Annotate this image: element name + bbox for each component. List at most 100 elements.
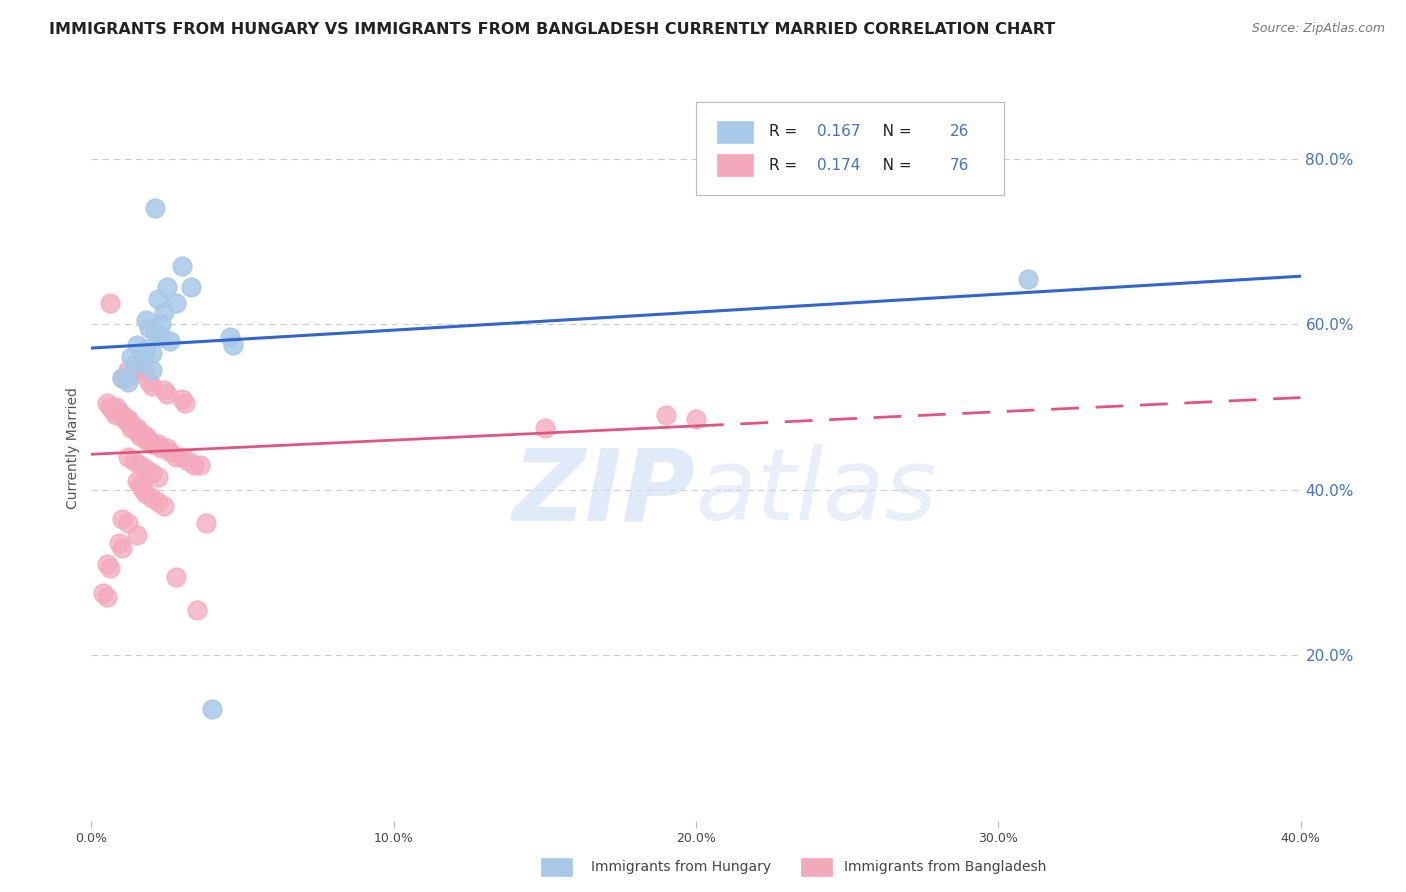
Point [138,321,160,335]
Point [172,392,194,406]
Point [149,317,172,331]
Point [122,420,145,434]
Text: 26: 26 [950,124,969,139]
Point [159,445,181,459]
Point [183,458,205,472]
Point [93,586,115,600]
Point [156,280,179,294]
Point [138,433,160,447]
Point [135,342,157,356]
Point [153,304,176,318]
Point [132,354,155,368]
Point [128,362,150,376]
Text: 0.174: 0.174 [817,158,860,173]
Point [128,354,150,368]
Text: R =: R = [769,124,801,139]
Point [135,429,157,443]
Point [128,429,150,443]
Point [125,425,148,439]
Point [117,412,139,426]
Text: atlas: atlas [696,444,938,541]
Point [143,201,166,215]
Text: Source: ZipAtlas.com: Source: ZipAtlas.com [1251,22,1385,36]
Point [177,453,200,467]
Point [128,425,150,439]
Point [96,557,118,571]
Point [101,404,124,418]
Point [141,491,163,505]
Text: IMMIGRANTS FROM HUNGARY VS IMMIGRANTS FROM BANGLADESH CURRENTLY MARRIED CORRELAT: IMMIGRANTS FROM HUNGARY VS IMMIGRANTS FR… [49,22,1056,37]
Point [149,329,172,343]
Point [125,420,148,434]
Point [654,408,676,422]
Point [219,329,242,343]
Point [96,395,118,409]
Point [104,400,127,414]
Point [122,367,145,381]
Point [107,404,129,418]
Point [201,702,224,716]
Point [132,429,155,443]
Point [117,375,139,389]
Point [135,462,157,476]
Text: ZIP: ZIP [513,444,696,541]
Point [149,441,172,455]
Point [141,346,163,360]
Point [117,362,139,376]
Point [165,296,187,310]
Point [172,259,194,273]
Point [141,437,163,451]
Point [117,417,139,431]
Point [172,450,194,464]
Point [111,511,132,525]
Point [135,487,157,501]
Point [685,412,707,426]
Point [122,359,145,373]
Point [146,293,169,307]
Text: N =: N = [868,124,917,139]
Point [120,420,142,434]
Point [180,280,202,294]
Point [141,379,163,393]
Point [186,602,208,616]
Point [120,417,142,431]
Point [195,516,218,530]
Y-axis label: Currently Married: Currently Married [66,387,80,509]
Point [125,338,148,352]
Point [141,437,163,451]
Point [533,420,555,434]
Point [114,412,136,426]
Point [156,441,179,455]
Text: 76: 76 [950,158,969,173]
FancyBboxPatch shape [717,120,752,143]
Point [1018,271,1040,285]
Point [98,400,121,414]
Point [165,450,187,464]
Point [165,569,187,583]
Point [104,408,127,422]
Point [111,408,132,422]
Point [120,350,142,364]
Text: R =: R = [769,158,801,173]
Point [146,437,169,451]
Point [114,371,136,385]
FancyBboxPatch shape [696,102,1004,195]
Point [98,561,121,575]
Point [159,334,181,348]
Point [188,458,211,472]
Text: Immigrants from Bangladesh: Immigrants from Bangladesh [844,860,1046,874]
Point [138,375,160,389]
Point [141,466,163,480]
Point [125,528,148,542]
Text: Immigrants from Hungary: Immigrants from Hungary [591,860,770,874]
Text: 0.167: 0.167 [817,124,860,139]
Point [96,591,118,605]
FancyBboxPatch shape [717,154,752,177]
Point [128,458,150,472]
Point [135,433,157,447]
Point [98,296,121,310]
Point [146,470,169,484]
Point [125,475,148,489]
Point [111,371,132,385]
Point [174,395,197,409]
